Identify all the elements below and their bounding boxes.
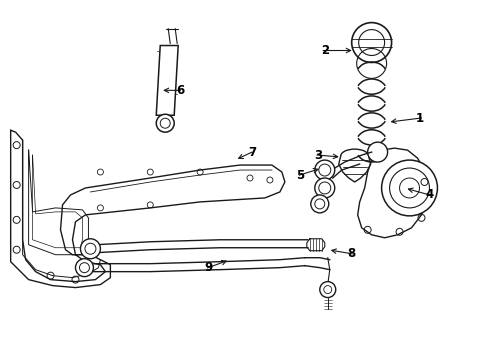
Text: 8: 8 bbox=[347, 247, 355, 260]
Circle shape bbox=[319, 282, 335, 298]
Circle shape bbox=[314, 178, 334, 198]
Circle shape bbox=[367, 142, 387, 162]
Circle shape bbox=[314, 160, 334, 180]
Circle shape bbox=[381, 160, 437, 216]
Polygon shape bbox=[156, 45, 178, 115]
Circle shape bbox=[156, 114, 174, 132]
Text: 9: 9 bbox=[203, 261, 212, 274]
Text: 4: 4 bbox=[425, 188, 433, 202]
Circle shape bbox=[310, 195, 328, 213]
Text: 3: 3 bbox=[313, 149, 321, 162]
Text: 5: 5 bbox=[295, 168, 304, 181]
Circle shape bbox=[81, 239, 100, 259]
Text: 6: 6 bbox=[176, 84, 184, 97]
Text: 1: 1 bbox=[415, 112, 423, 125]
Circle shape bbox=[75, 259, 93, 276]
Text: 7: 7 bbox=[247, 145, 256, 159]
Text: 2: 2 bbox=[320, 44, 328, 57]
